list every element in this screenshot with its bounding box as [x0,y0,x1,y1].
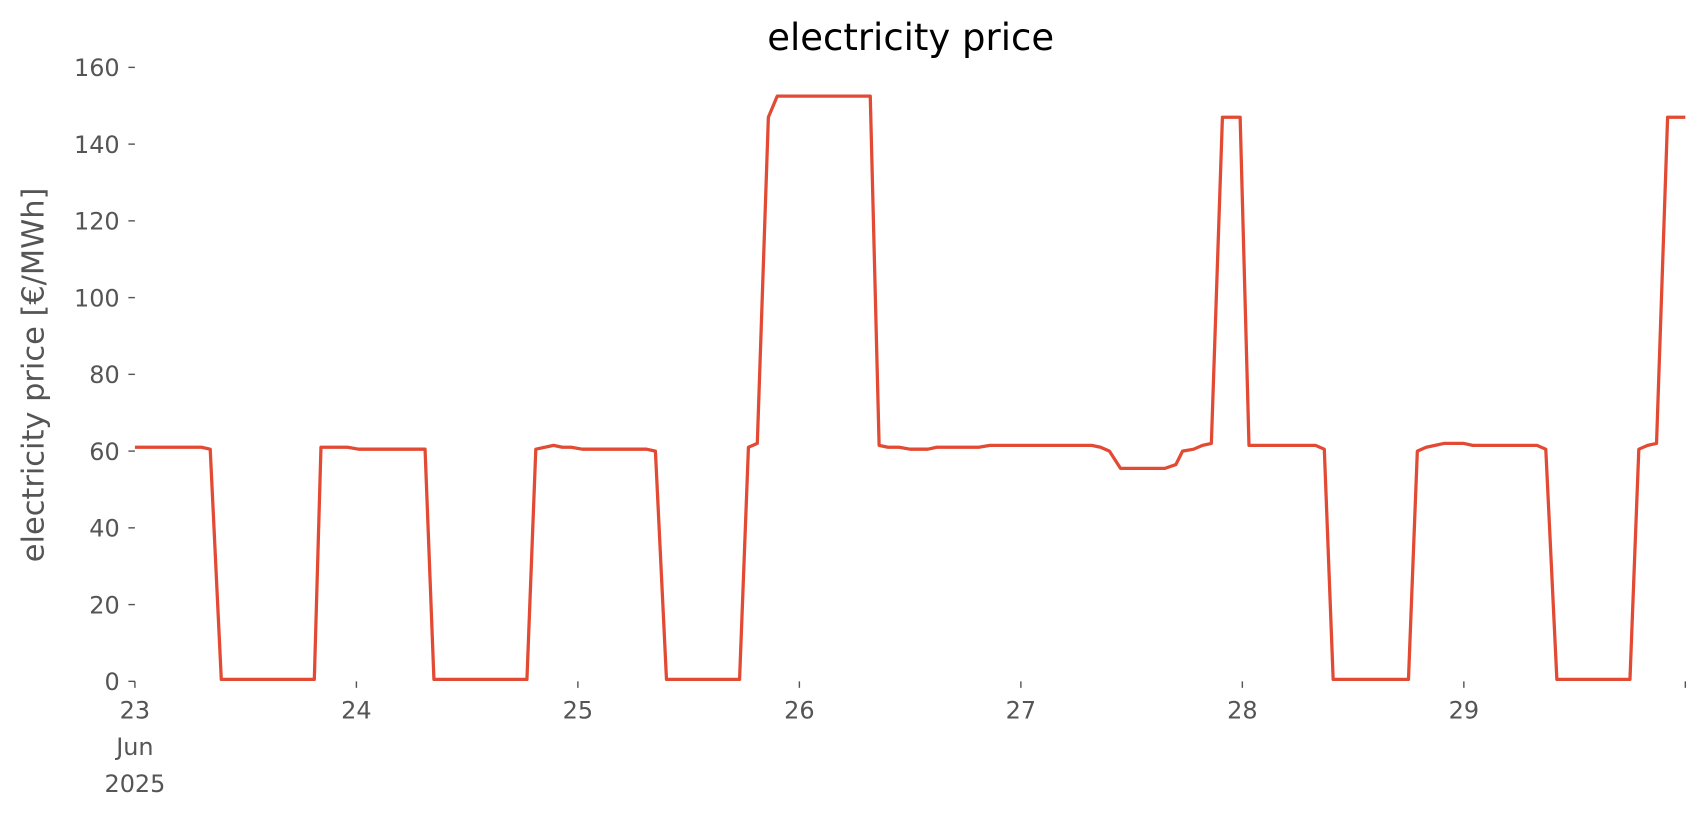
x-tick-label: 28 [1227,696,1257,724]
y-tick-label: 40 [89,515,119,543]
y-tick-label: 120 [74,208,120,236]
x-tick-label: 23 Jun 2025 [104,696,165,798]
x-tick-label: 27 [1006,696,1036,724]
y-tick-label: 140 [74,131,120,159]
y-tick-label: 0 [104,668,119,696]
x-tick-label: 26 [784,696,814,724]
y-tick-label: 60 [89,438,119,466]
x-tick-label: 29 [1449,696,1479,724]
y-tick-label: 160 [74,54,120,82]
x-tick-label: 24 [341,696,371,724]
y-tick-label: 80 [89,361,119,389]
chart-title: electricity price [767,16,1054,59]
x-tick-label: 25 [563,696,593,724]
y-axis-label: electricity price [€/MWh] [17,188,52,563]
y-tick-label: 20 [89,591,119,619]
price-line [134,94,1686,682]
y-tick-label: 100 [74,284,120,312]
